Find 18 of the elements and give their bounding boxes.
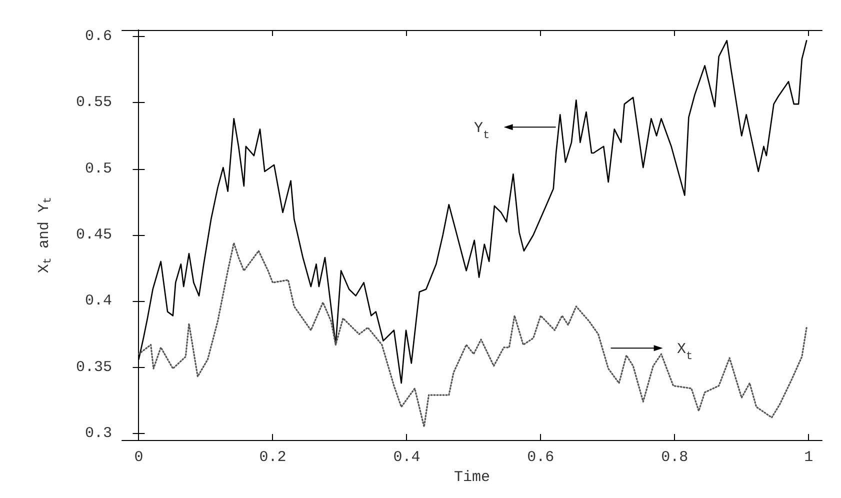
x-axis-title: Time — [454, 469, 490, 486]
x-tick-label: 1 — [804, 449, 814, 466]
y-tick-label: 0.6 — [84, 28, 112, 46]
x-tick-label: 0.4 — [393, 449, 420, 466]
y-tick-label: 0.3 — [84, 424, 112, 442]
x-tick-label: 0 — [134, 449, 144, 466]
y-tick-label: 0.4 — [84, 292, 112, 310]
annotation: X$_{t}$ — [676, 341, 693, 364]
x-tick-label: 0.6 — [527, 449, 554, 466]
x-tick-label: 0.8 — [661, 449, 688, 466]
line-series — [138, 242, 808, 428]
annotation: Y$_{t}$ — [474, 120, 490, 142]
y-tick-label: 0.5 — [84, 160, 112, 178]
y-axis-title: Xt and Yt — [36, 196, 54, 274]
y-tick-label: 0.35 — [76, 358, 112, 376]
y-tick-label: 0.55 — [76, 94, 112, 112]
y-tick-label: 0.45 — [76, 226, 112, 244]
x-tick-label: 0.2 — [259, 449, 286, 466]
